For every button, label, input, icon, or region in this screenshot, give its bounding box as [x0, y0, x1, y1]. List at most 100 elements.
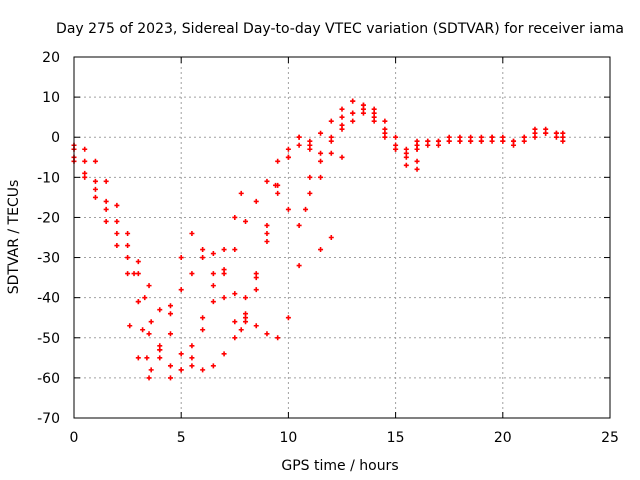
data-point: [142, 295, 148, 301]
data-point: [167, 331, 173, 337]
data-point: [135, 271, 141, 277]
y-tick-label: -40: [37, 291, 60, 307]
data-point: [285, 146, 291, 152]
y-axis-label: SDTVAR / TECUs: [6, 180, 22, 295]
data-point: [275, 335, 281, 341]
y-tick-label: -20: [37, 210, 60, 226]
data-point: [125, 243, 131, 249]
data-point: [253, 323, 259, 329]
data-point: [82, 174, 88, 180]
data-point: [264, 178, 270, 184]
data-point: [296, 263, 302, 269]
data-point: [414, 158, 420, 164]
data-point: [275, 158, 281, 164]
series-trace-3: [71, 102, 420, 373]
axis-ticks: 0 5 10 15 20 25 -70 -60 -50 -40 -30 -20 -10 0 10 20: [37, 50, 619, 446]
data-point: [178, 255, 184, 261]
data-point: [82, 146, 88, 152]
data-point: [339, 126, 345, 132]
data-point: [296, 142, 302, 148]
data-point: [253, 287, 259, 293]
data-point: [253, 271, 259, 277]
data-point: [521, 134, 527, 140]
data-point: [328, 118, 334, 124]
chart-title: Day 275 of 2023, Sidereal Day-to-day VTE…: [56, 21, 624, 37]
data-point: [157, 307, 163, 313]
data-point: [92, 194, 98, 200]
y-tick-label: -70: [37, 411, 60, 427]
data-point: [532, 126, 538, 132]
data-point: [125, 255, 131, 261]
data-point: [114, 230, 120, 236]
data-point: [135, 355, 141, 361]
data-point: [232, 291, 238, 297]
data-point: [200, 315, 206, 321]
data-point: [92, 186, 98, 192]
data-point: [146, 331, 152, 337]
x-tick-label: 5: [177, 430, 186, 446]
data-point: [393, 142, 399, 148]
data-point: [146, 375, 152, 381]
x-tick-label: 10: [279, 430, 297, 446]
data-point: [103, 206, 109, 212]
data-point: [210, 363, 216, 369]
data-point: [167, 311, 173, 317]
data-point: [221, 267, 227, 273]
data-point: [131, 271, 137, 277]
data-point: [435, 138, 441, 144]
x-tick-label: 15: [387, 430, 405, 446]
data-point: [318, 174, 324, 180]
data-point: [103, 218, 109, 224]
data-point: [200, 327, 206, 333]
data-point: [264, 331, 270, 337]
data-point: [307, 146, 313, 152]
data-point: [221, 351, 227, 357]
data-point: [178, 287, 184, 293]
data-point: [92, 178, 98, 184]
data-point: [446, 138, 452, 144]
data-point: [350, 98, 356, 104]
data-point: [296, 222, 302, 228]
data-point: [135, 299, 141, 305]
data-point: [167, 375, 173, 381]
data-point: [318, 130, 324, 136]
data-point: [157, 355, 163, 361]
data-point: [303, 206, 309, 212]
data-point: [307, 190, 313, 196]
data-point: [92, 158, 98, 164]
data-point: [243, 295, 249, 301]
data-point: [232, 247, 238, 253]
data-point: [543, 130, 549, 136]
x-axis-label: GPS time / hours: [281, 458, 398, 474]
x-tick-label: 20: [494, 430, 512, 446]
data-point: [371, 114, 377, 120]
data-point: [189, 343, 195, 349]
data-point: [350, 118, 356, 124]
y-tick-label: -10: [37, 170, 60, 186]
data-point: [114, 218, 120, 224]
data-point: [560, 130, 566, 136]
data-point: [393, 134, 399, 140]
data-point: [403, 150, 409, 156]
y-tick-label: -50: [37, 331, 60, 347]
series-trace-2: [71, 98, 420, 373]
data-point: [144, 355, 150, 361]
data-point: [238, 190, 244, 196]
data-point: [114, 243, 120, 249]
data-point: [189, 230, 195, 236]
data-point: [307, 138, 313, 144]
data-point: [210, 299, 216, 305]
data-point: [157, 347, 163, 353]
data-point: [189, 271, 195, 277]
data-point: [146, 283, 152, 289]
data-point: [167, 303, 173, 309]
data-point: [478, 138, 484, 144]
data-point: [221, 247, 227, 253]
data-point: [403, 162, 409, 168]
series-trace-1: [71, 98, 420, 373]
data-point: [125, 230, 131, 236]
data-point: [127, 323, 133, 329]
data-point: [360, 110, 366, 116]
data-point: [103, 178, 109, 184]
data-point: [114, 202, 120, 208]
